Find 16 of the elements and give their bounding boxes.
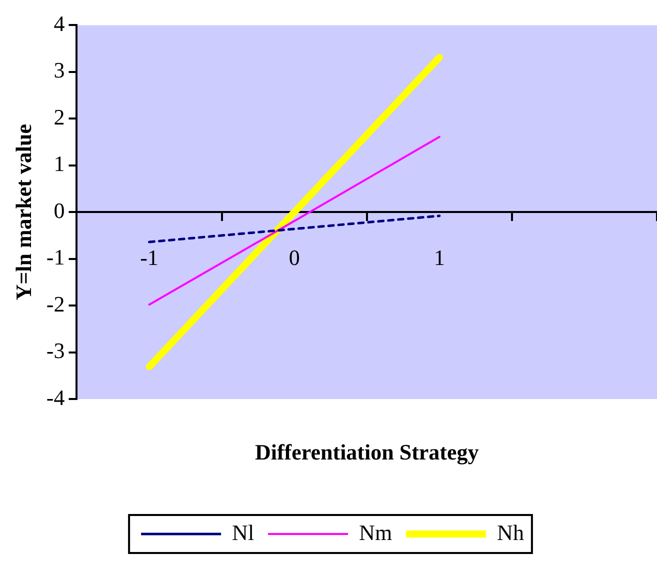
legend-label: Nh (497, 520, 524, 545)
legend-label: Nm (359, 520, 392, 545)
x-tick-label: -1 (140, 245, 158, 270)
y-axis-title: Y=ln market value (10, 124, 36, 300)
x-tick-label: 1 (434, 245, 445, 270)
legend-label: Nl (232, 520, 254, 545)
y-tick-label: 1 (54, 151, 65, 176)
y-tick-label: 0 (54, 198, 65, 223)
y-tick-label: -3 (46, 338, 65, 364)
y-tick-label: 2 (54, 104, 65, 130)
y-tick-label: -2 (46, 291, 65, 316)
x-axis-title: Differentiation Strategy (254, 440, 479, 465)
y-tick-label: 3 (54, 58, 65, 83)
x-tick-label: 0 (288, 245, 300, 270)
y-tick-label: -4 (46, 384, 65, 410)
y-tick-label: 4 (54, 10, 65, 36)
